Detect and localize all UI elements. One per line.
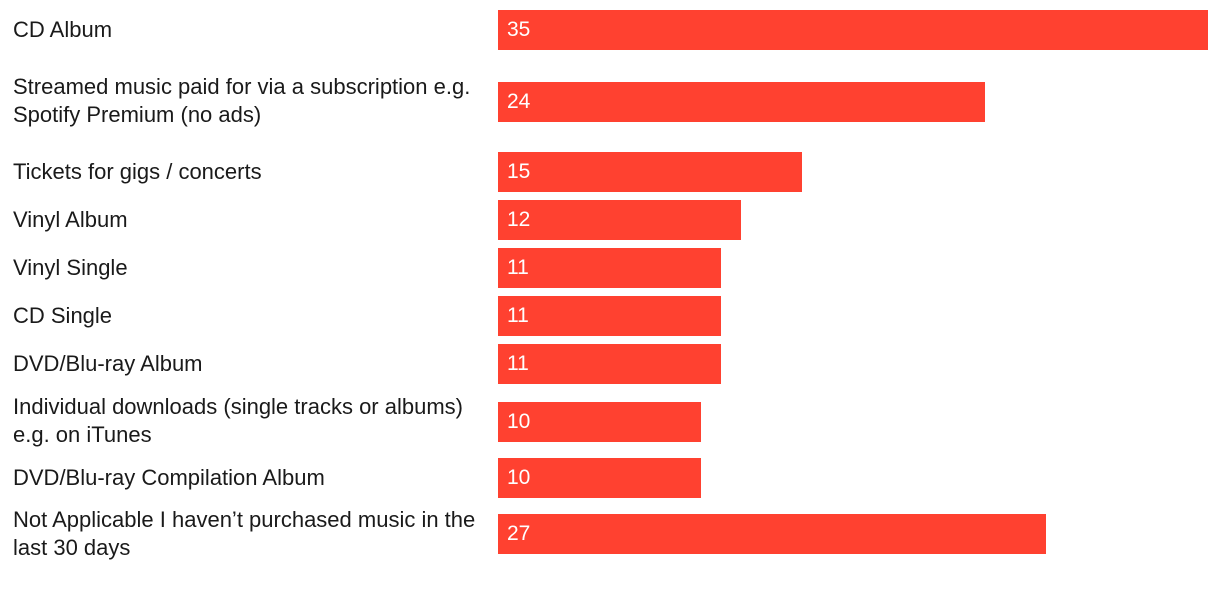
bar-value-label: 11 (507, 256, 529, 279)
category-label: Vinyl Single (13, 208, 488, 328)
bar-value-label: 11 (507, 352, 529, 375)
bar-value-label: 10 (507, 410, 531, 433)
category-label: DVD/Blu-ray Album (13, 304, 488, 424)
bar: 11 (498, 248, 721, 288)
bar: 15 (498, 152, 802, 192)
category-label-text: CD Single (13, 303, 113, 328)
bar-value-label: 27 (507, 522, 531, 545)
bar-value-label: 15 (507, 160, 531, 183)
bar-value-label: 10 (507, 466, 531, 489)
category-label: Streamed music paid for via a subscripti… (13, 41, 488, 161)
category-label: Vinyl Album (13, 160, 488, 280)
bar-value-label: 35 (507, 18, 531, 41)
category-label: DVD/Blu-ray Compilation Album (13, 418, 488, 538)
category-label: CD Single (13, 256, 488, 376)
category-label-text: Vinyl Single (13, 255, 128, 280)
category-label-text: Tickets for gigs / concerts (13, 159, 262, 184)
bar: 12 (498, 200, 741, 240)
category-label: CD Album (13, 0, 488, 90)
category-label: Not Applicable I haven’t purchased music… (13, 474, 488, 594)
bar: 11 (498, 344, 721, 384)
bar: 11 (498, 296, 721, 336)
bar-value-label: 24 (507, 90, 531, 113)
bar-chart: CD Album 35 Streamed music paid for via a … (13, 0, 1208, 560)
category-label-text: Vinyl Album (13, 207, 128, 232)
bar: 27 (498, 514, 1046, 554)
bar-value-label: 11 (507, 304, 529, 327)
category-label-text: Individual downloads (single tracks or a… (13, 394, 463, 447)
bar-value-label: 12 (507, 208, 531, 231)
category-label-text: Streamed music paid for via a subscripti… (13, 74, 471, 127)
category-label-text: DVD/Blu-ray Compilation Album (13, 465, 325, 490)
bar: 35 (498, 10, 1208, 50)
bar: 10 (498, 402, 701, 442)
category-label: Individual downloads (single tracks or a… (13, 361, 488, 481)
category-label-text: DVD/Blu-ray Album (13, 351, 203, 376)
category-label-text: Not Applicable I haven’t purchased music… (13, 507, 476, 560)
bar: 10 (498, 458, 701, 498)
category-label: Tickets for gigs / concerts (13, 112, 488, 232)
bar: 24 (498, 82, 985, 122)
category-label-text: CD Album (13, 17, 113, 42)
